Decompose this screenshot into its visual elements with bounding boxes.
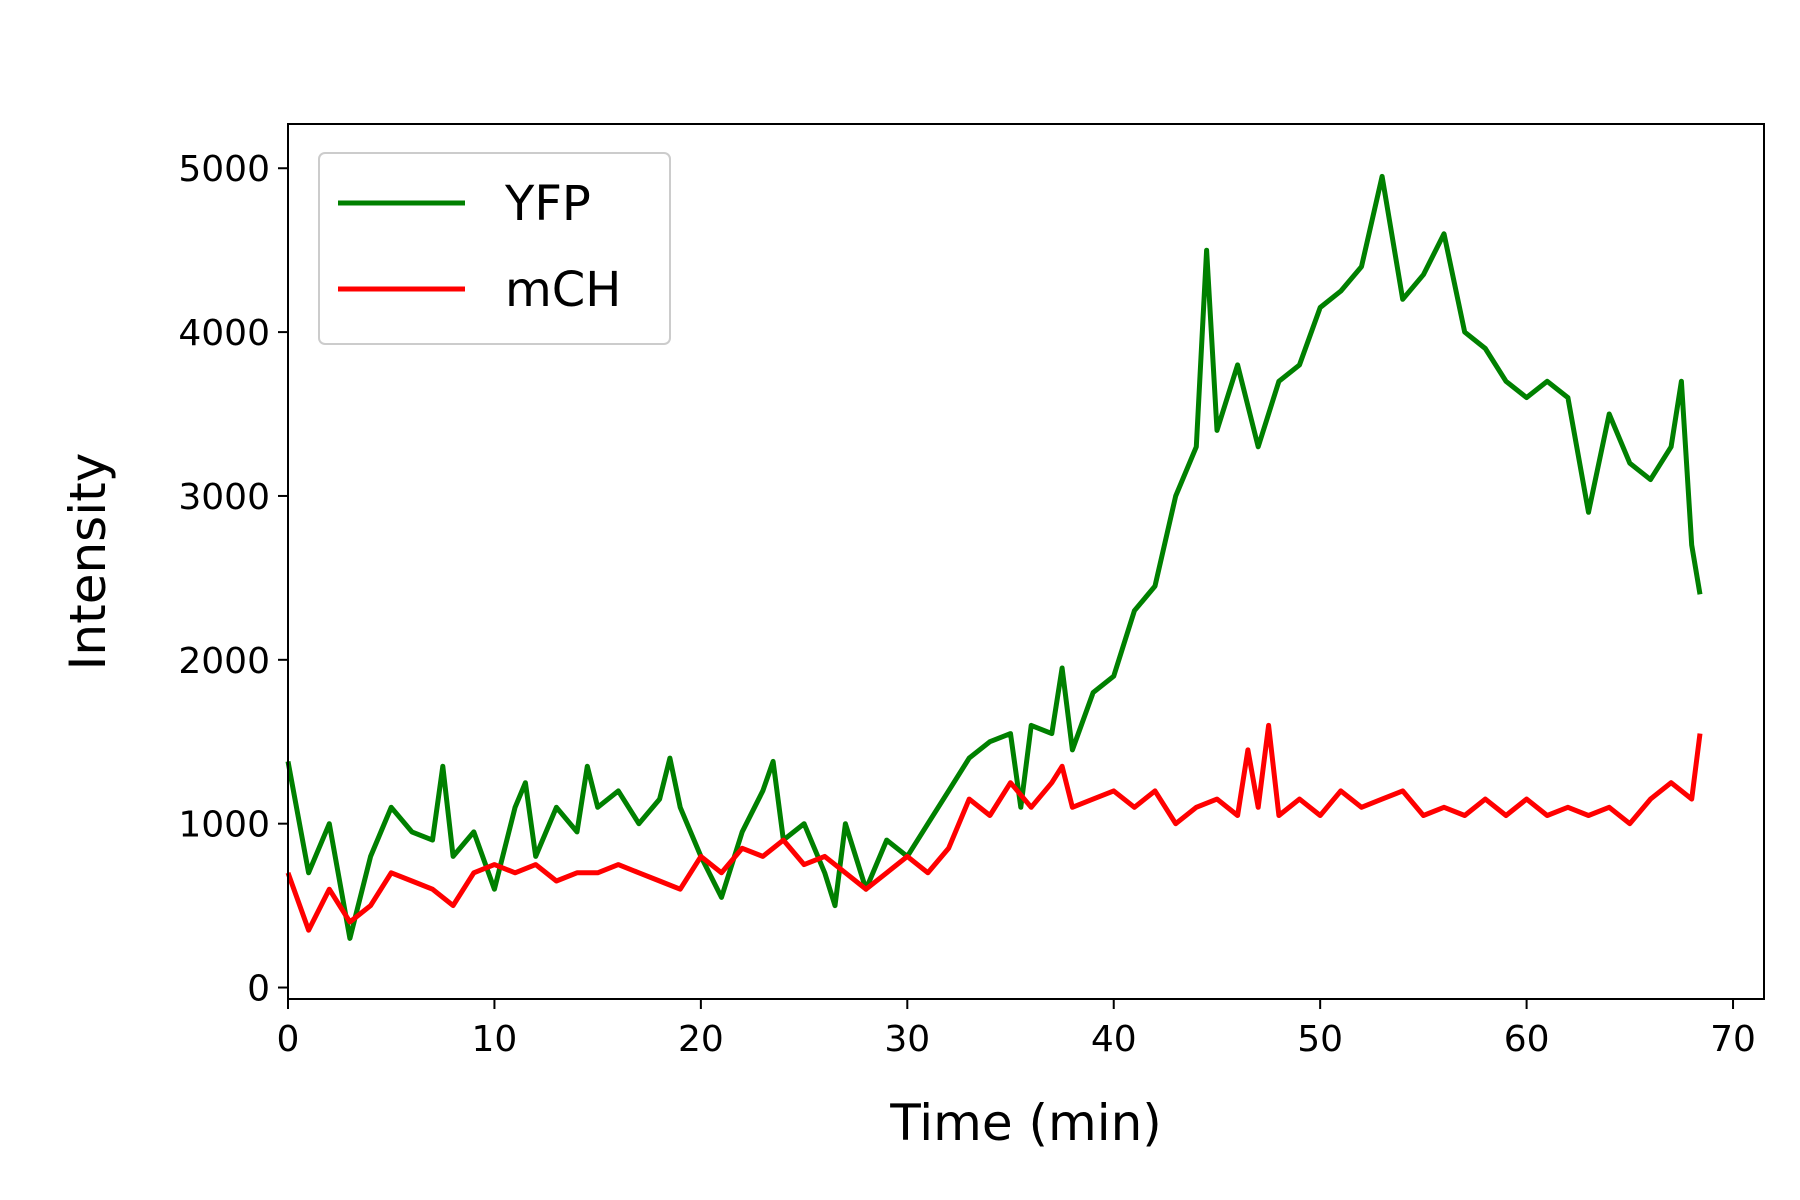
x-axis-label: Time (min) <box>889 1094 1162 1152</box>
legend: YFP mCH <box>318 152 671 345</box>
x-tick-label: 70 <box>1710 1019 1756 1060</box>
y-tick-label: 1000 <box>178 805 270 846</box>
series-line-yfp <box>285 173 1703 941</box>
x-tick-label: 10 <box>472 1019 518 1060</box>
plot-lines <box>285 173 1703 941</box>
legend-label-yfp: YFP <box>504 176 591 232</box>
axes-frame <box>287 123 1765 1000</box>
y-tick-label: 0 <box>247 969 270 1010</box>
y-axis-label: Intensity <box>59 453 117 671</box>
y-tick-label: 5000 <box>178 149 270 190</box>
legend-label-mch: mCH <box>505 262 621 318</box>
x-tick-label: 40 <box>1091 1019 1137 1060</box>
x-tick-label: 0 <box>277 1019 300 1060</box>
x-axis-ticks: 0 10 20 30 40 50 60 70 <box>277 999 1756 1060</box>
y-tick-label: 2000 <box>178 641 270 682</box>
y-tick-label: 4000 <box>178 313 270 354</box>
x-tick-label: 20 <box>678 1019 724 1060</box>
y-axis-ticks: 0 1000 2000 3000 4000 5000 <box>178 149 288 1010</box>
x-tick-label: 60 <box>1504 1019 1550 1060</box>
y-tick-label: 3000 <box>178 477 270 518</box>
x-tick-label: 30 <box>884 1019 930 1060</box>
series-line-mch <box>285 722 1703 933</box>
x-tick-label: 50 <box>1297 1019 1343 1060</box>
